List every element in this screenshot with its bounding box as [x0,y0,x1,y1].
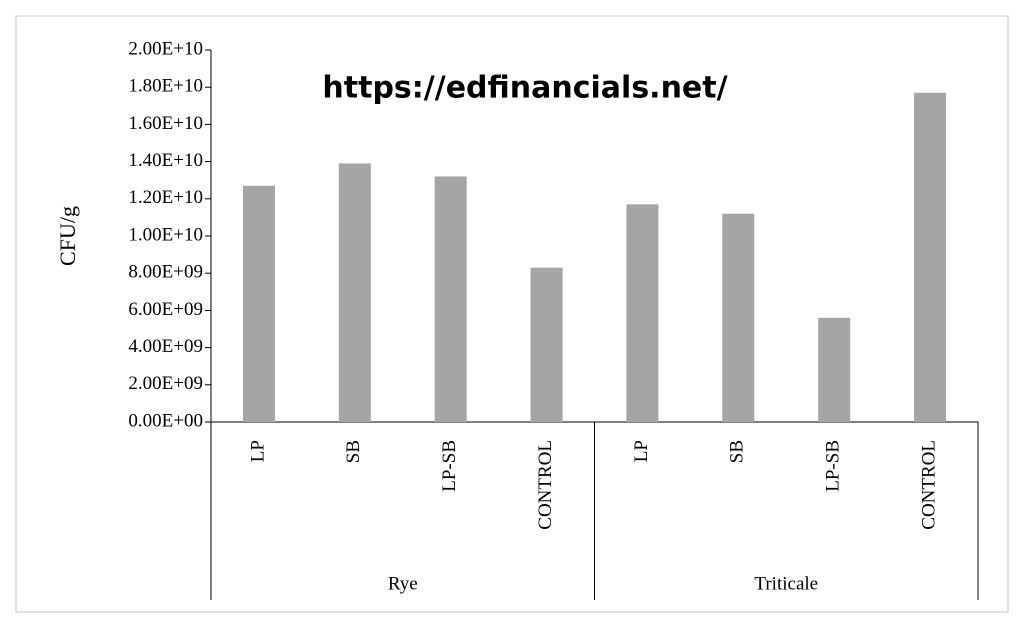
bar [530,267,563,422]
group-label: Rye [388,573,418,594]
bar [242,185,275,422]
y-tick-label: 6.00E+09 [128,299,203,320]
bar [722,213,755,422]
x-tick-label: CONTROL [535,440,556,530]
y-tick-label: 2.00E+10 [128,38,203,59]
x-tick-label: LP [247,440,268,462]
y-tick-label: 1.60E+10 [128,113,203,134]
bar [818,317,851,422]
x-tick-label: SB [727,440,748,463]
y-tick-label: 2.00E+09 [128,373,203,394]
x-tick-label: LP-SB [439,440,460,492]
y-tick-label: 1.00E+10 [128,224,203,245]
y-tick-label: 8.00E+09 [128,262,203,283]
chart-border [15,15,1009,613]
y-tick-label: 1.40E+10 [128,150,203,171]
group-label: Triticale [754,573,818,594]
bar [914,92,947,422]
bar [434,176,467,422]
x-tick-label: LP [631,440,652,462]
x-tick-label: LP-SB [823,440,844,492]
y-tick-label: 0.00E+00 [128,410,203,431]
watermark: https://edfinancials.net/ [322,71,727,106]
y-tick-label: 4.00E+09 [128,336,203,357]
y-axis-label: CFU/g [55,206,80,266]
x-tick-label: SB [343,440,364,463]
y-tick-label: 1.80E+10 [128,76,203,97]
y-tick-label: 1.20E+10 [128,187,203,208]
bar [338,163,371,422]
bar [626,204,659,422]
x-tick-label: CONTROL [918,440,939,530]
